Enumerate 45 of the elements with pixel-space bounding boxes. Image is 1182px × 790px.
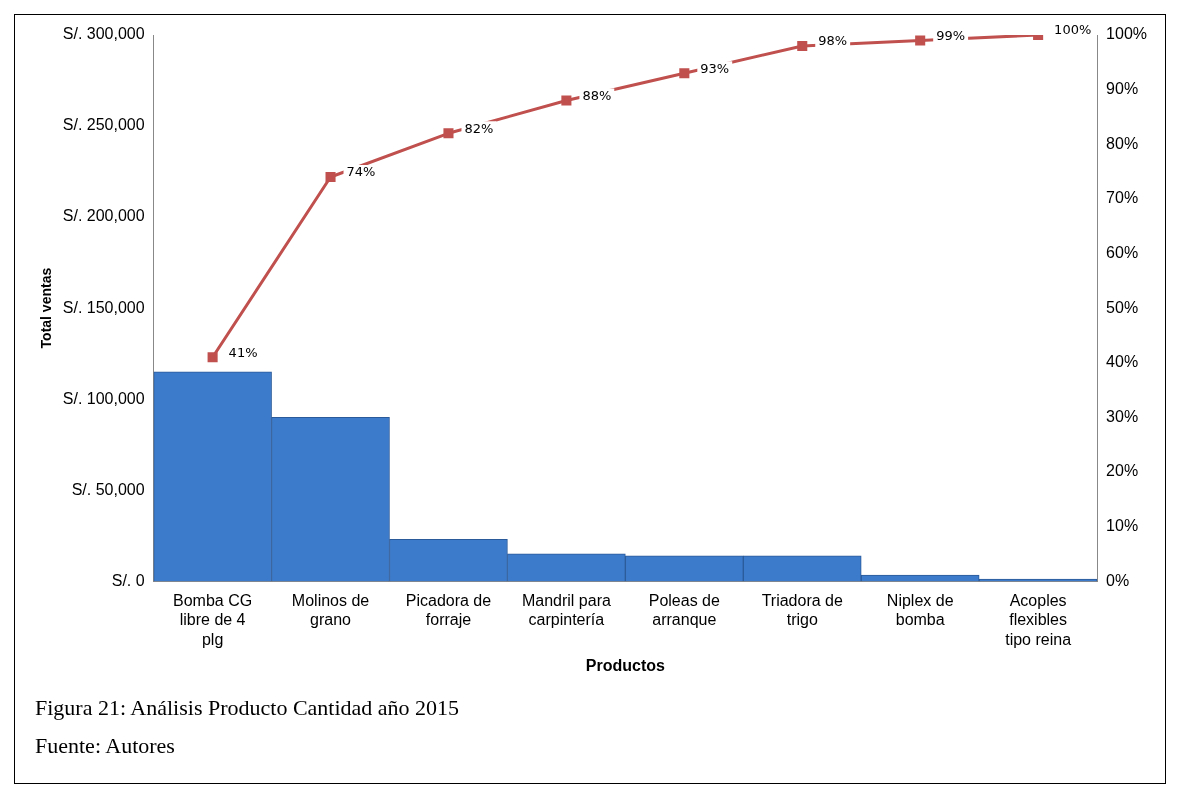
point bbox=[679, 68, 690, 79]
x-tick-label: Niplex de bomba bbox=[886, 592, 954, 629]
x-tick-label: Acoples flexibles tipo reina bbox=[1005, 592, 1072, 648]
point bbox=[797, 40, 808, 51]
data-label: 88% bbox=[582, 87, 612, 103]
point bbox=[443, 128, 454, 139]
y2-tick-label: 0% bbox=[1106, 571, 1130, 589]
y-tick-label: S/. 0 bbox=[111, 571, 145, 589]
y2-tick-label: 70% bbox=[1106, 189, 1139, 207]
x-tick-label: Mandril para carpintería bbox=[521, 592, 611, 629]
y-tick-label: S/. 200,000 bbox=[62, 207, 145, 225]
x-tick-label: Bomba CG libre de 4 plg bbox=[173, 592, 253, 648]
point bbox=[561, 95, 572, 106]
y-axis-title: Total ventas bbox=[38, 267, 55, 349]
y2-tick-label: 100% bbox=[1106, 25, 1147, 43]
data-label: 82% bbox=[464, 120, 494, 136]
y2-tick-label: 20% bbox=[1106, 462, 1139, 480]
point bbox=[207, 352, 218, 363]
y-tick-label: S/. 50,000 bbox=[71, 480, 145, 498]
source-note: Fuente: Autores bbox=[35, 733, 176, 759]
data-label: 100% bbox=[1054, 22, 1092, 38]
x-tick-label: Picadora de forraje bbox=[405, 592, 492, 629]
y-tick-label: S/. 300,000 bbox=[62, 25, 145, 43]
data-label: 41% bbox=[228, 344, 258, 360]
data-label: 93% bbox=[700, 60, 730, 76]
x-tick-label: Triadora de trigo bbox=[761, 592, 843, 629]
y-tick-label: S/. 250,000 bbox=[62, 116, 145, 134]
x-tick-label: Poleas de arranque bbox=[648, 592, 721, 629]
point bbox=[325, 171, 336, 183]
point bbox=[915, 35, 926, 46]
y2-tick-label: 40% bbox=[1106, 353, 1139, 371]
y-tick-label: S/. 150,000 bbox=[62, 298, 145, 316]
data-label: 74% bbox=[346, 164, 376, 180]
y2-tick-label: 60% bbox=[1106, 243, 1139, 261]
text: Figura 21: Análisis Producto Cantidad año 2015 bbox=[35, 695, 460, 721]
y2-tick-label: 50% bbox=[1106, 298, 1139, 316]
x-tick-label: Molinos de grano bbox=[291, 592, 370, 629]
data-label: 99% bbox=[936, 27, 966, 43]
y-tick-label: S/. 100,000 bbox=[62, 389, 145, 407]
data-label: 98% bbox=[818, 33, 848, 49]
y2-tick-label: 10% bbox=[1106, 516, 1139, 534]
x-axis-title: Productos bbox=[585, 656, 666, 674]
y2-tick-label: 80% bbox=[1106, 134, 1139, 152]
y2-tick-label: 30% bbox=[1106, 407, 1139, 425]
y2-tick-label: 90% bbox=[1106, 80, 1139, 98]
